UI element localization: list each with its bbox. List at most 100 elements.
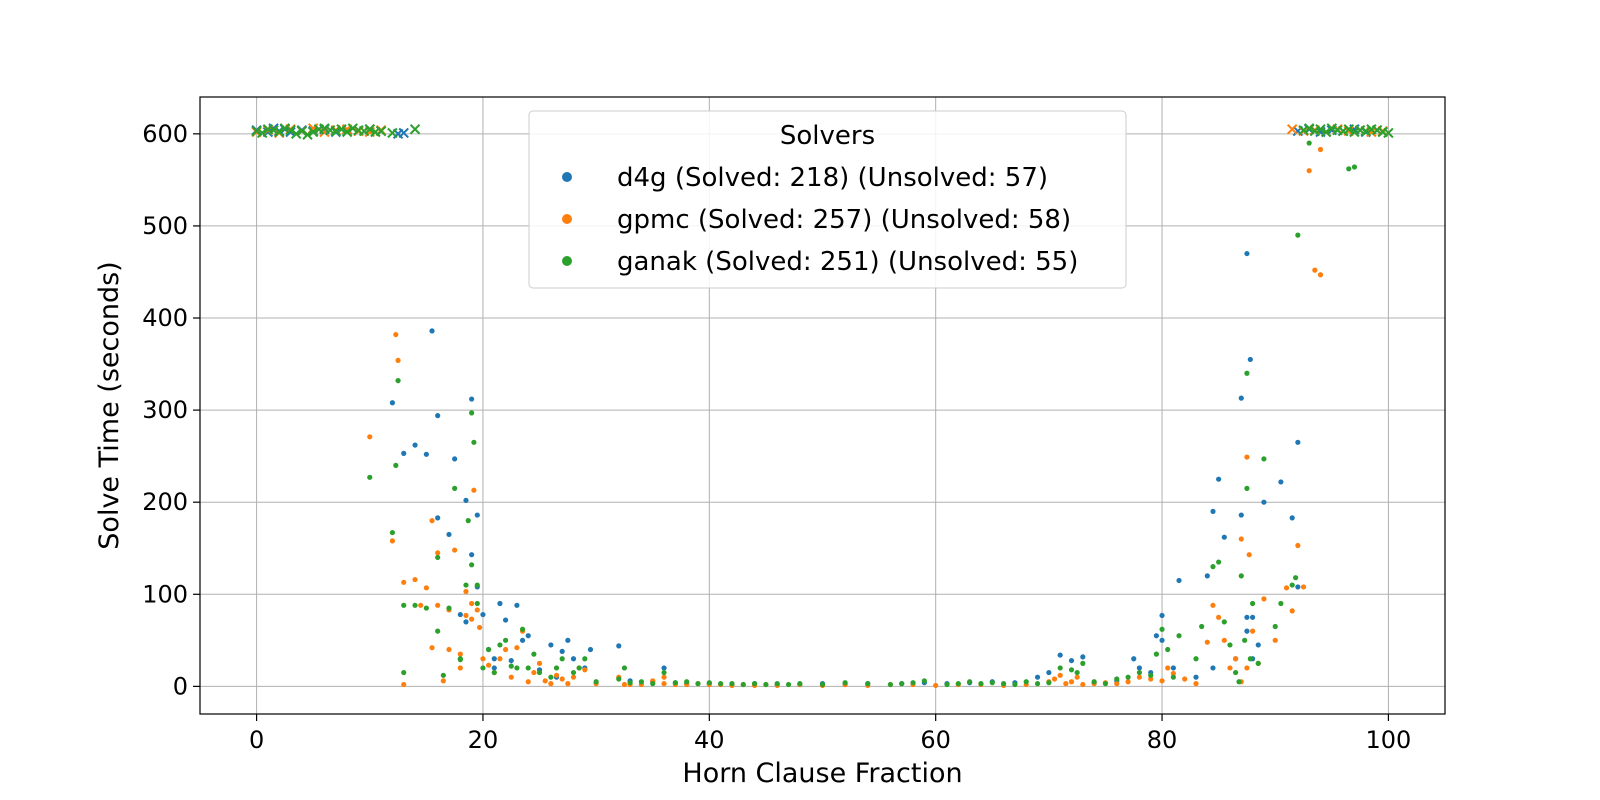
- solved-point: [452, 547, 458, 553]
- solved-point: [1159, 637, 1165, 643]
- solved-point: [508, 674, 514, 680]
- solved-point: [706, 680, 712, 686]
- unsolved-marker: [290, 128, 302, 140]
- solved-point: [435, 515, 441, 521]
- solved-point: [463, 612, 469, 619]
- solved-point: [1255, 642, 1261, 648]
- unsolved-marker: [1286, 124, 1298, 135]
- solved-point: [910, 680, 916, 686]
- solved-point: [469, 616, 475, 622]
- unsolved-marker: [1360, 125, 1371, 137]
- solved-point: [1193, 656, 1199, 662]
- solved-point: [1272, 623, 1278, 630]
- solved-point: [1114, 681, 1120, 687]
- unsolved-marker: [330, 125, 342, 137]
- unsolved-marker: [285, 124, 296, 136]
- solved-point: [1046, 669, 1052, 676]
- legend-title: Solvers: [780, 121, 875, 151]
- solved-point: [463, 588, 469, 595]
- solved-point: [497, 656, 503, 662]
- solved-point: [389, 538, 396, 544]
- solved-point: [525, 665, 531, 671]
- solved-point: [1159, 678, 1165, 684]
- solved-point: [502, 646, 509, 653]
- solved-point: [842, 680, 848, 686]
- unsolved-marker: [274, 126, 285, 138]
- unsolved-marker: [251, 125, 262, 137]
- solved-point: [389, 529, 396, 536]
- solved-point: [1176, 577, 1182, 584]
- solved-point: [1170, 674, 1176, 680]
- solved-point: [401, 669, 407, 676]
- solved-point: [661, 681, 667, 687]
- solved-point: [774, 681, 780, 687]
- solved-point: [1131, 656, 1137, 662]
- solved-point: [1306, 140, 1312, 146]
- solved-point: [367, 434, 373, 440]
- legend-entries: d4g (Solved: 218) (Unsolved: 57) gpmc (So…: [562, 163, 1078, 277]
- solved-point: [1063, 681, 1069, 687]
- y-tick-label: 200: [142, 488, 188, 516]
- solved-point: [1238, 512, 1244, 518]
- solved-point: [695, 681, 701, 687]
- solved-point: [465, 518, 471, 524]
- solved-point: [751, 681, 758, 687]
- solved-point: [486, 662, 492, 668]
- solved-point: [401, 579, 407, 585]
- plot-frame: [199, 96, 1446, 715]
- solved-point: [497, 600, 503, 607]
- solved-point: [819, 681, 826, 688]
- x-tick-label: 40: [694, 726, 725, 754]
- solved-point: [1057, 665, 1063, 671]
- legend-marker: [562, 256, 572, 266]
- solved-point: [1000, 681, 1007, 687]
- solved-point: [921, 678, 927, 684]
- x-tick-label: 20: [468, 726, 499, 754]
- solved-point: [435, 602, 441, 608]
- solved-point: [740, 681, 746, 688]
- unsolved-marker: [398, 127, 409, 139]
- series-2: [251, 123, 1394, 688]
- solved-point: [1051, 676, 1058, 682]
- unsolved-marker: [279, 123, 291, 134]
- solved-point: [1125, 679, 1131, 685]
- solved-point: [446, 646, 452, 653]
- solved-point: [508, 663, 514, 669]
- solved-point: [570, 656, 577, 662]
- unsolved-marker: [268, 124, 279, 136]
- solved-point: [797, 681, 803, 687]
- solved-point: [1351, 164, 1358, 170]
- unsolved-marker: [347, 123, 359, 134]
- solved-point: [672, 680, 678, 686]
- solved-point: [1247, 356, 1253, 363]
- x-tick-label: 0: [249, 726, 264, 754]
- solved-point: [474, 582, 480, 588]
- solved-point: [1204, 639, 1210, 645]
- solved-point: [480, 665, 486, 671]
- solved-point: [621, 681, 628, 688]
- solved-point: [486, 646, 492, 653]
- solved-point: [899, 681, 905, 687]
- solved-point: [1012, 681, 1018, 688]
- solved-point: [865, 681, 871, 687]
- solved-point: [514, 602, 520, 608]
- solved-point: [514, 645, 520, 651]
- solved-point: [1238, 536, 1244, 542]
- solved-point: [1216, 476, 1222, 482]
- solved-point: [621, 665, 628, 671]
- solved-point: [1182, 676, 1188, 682]
- solved-point: [1148, 676, 1154, 682]
- solved-point: [763, 681, 769, 688]
- solved-point: [1091, 679, 1097, 685]
- solved-point: [1057, 652, 1063, 658]
- solved-point: [684, 679, 690, 685]
- y-tick-label: 400: [142, 304, 188, 332]
- solved-point: [418, 602, 424, 608]
- solved-point: [1080, 660, 1086, 666]
- solved-point: [491, 669, 497, 676]
- solved-point: [1034, 681, 1041, 687]
- solved-point: [582, 656, 588, 662]
- solved-point: [412, 602, 418, 608]
- unsolved-marker: [375, 125, 387, 137]
- solved-point: [1221, 534, 1227, 540]
